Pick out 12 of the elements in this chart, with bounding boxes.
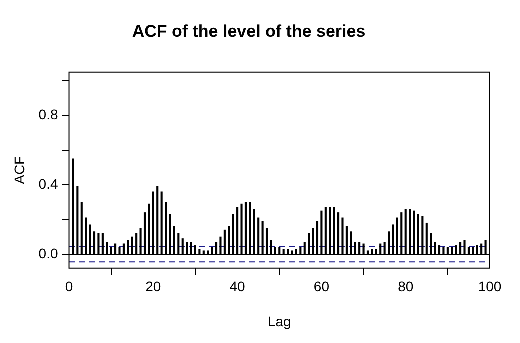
y-axis-title: ACF — [11, 156, 28, 184]
x-tick-label: 0 — [65, 278, 74, 295]
x-axis-title: Lag — [268, 313, 292, 330]
x-tick-label: 100 — [478, 278, 502, 295]
y-tick-label: 0.0 — [38, 245, 58, 262]
x-tick-label: 40 — [230, 278, 246, 295]
y-tick-label: 0.4 — [38, 176, 58, 192]
y-tick-label: 0.8 — [38, 106, 58, 123]
x-tick-label: 20 — [146, 278, 162, 295]
x-tick-label: 60 — [314, 278, 330, 295]
x-tick-label: 80 — [398, 278, 414, 295]
chart-title: ACF of the level of the series — [132, 22, 366, 41]
